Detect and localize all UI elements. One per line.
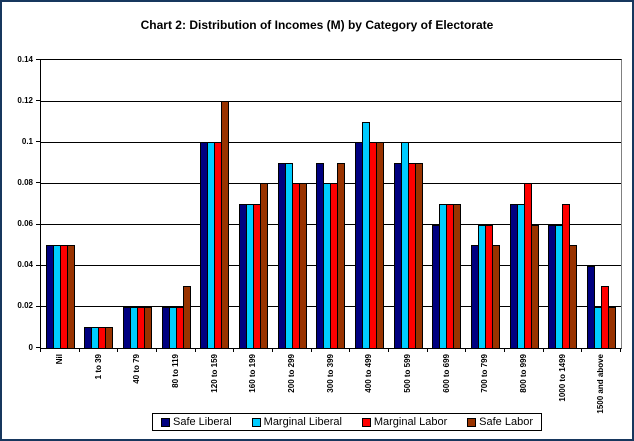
x-axis-tick: [620, 348, 621, 352]
x-axis-tick: [581, 348, 583, 352]
legend-item: Marginal Liberal: [251, 415, 342, 428]
x-axis-tick: [388, 348, 389, 352]
bar: [298, 183, 307, 348]
gridline: [41, 141, 621, 143]
bar: [144, 307, 153, 348]
bar-group: [41, 60, 80, 348]
bar-group: [234, 60, 273, 348]
bar: [569, 245, 578, 348]
bar: [608, 307, 617, 348]
y-axis-tick-label: 0.04: [17, 260, 33, 270]
x-axis-tick: [272, 348, 273, 352]
bar-group: [118, 60, 157, 348]
x-axis-category-label: 300 to 399: [325, 354, 335, 393]
x-axis-category-label: 1500 and above: [596, 354, 606, 414]
bar-group: [196, 60, 235, 348]
y-axis-tick-label: 0: [28, 342, 33, 352]
x-axis-category-label: 400 to 499: [364, 354, 374, 393]
x-axis-tick: [426, 348, 428, 352]
x-axis-category-label: 40 to 79: [132, 354, 142, 384]
bar-group: [544, 60, 583, 348]
y-axis-tick: [36, 59, 40, 60]
legend-label: Safe Labor: [479, 415, 533, 428]
legend-item: Safe Labor: [467, 415, 533, 428]
x-axis-category-label: 200 to 299: [286, 354, 296, 393]
y-axis-tick-label: 0.1: [21, 136, 33, 146]
bar-group: [273, 60, 312, 348]
y-axis-tick: [36, 223, 40, 225]
legend-swatch-icon: [161, 417, 170, 427]
x-axis-category-label: 160 to 199: [248, 354, 258, 393]
x-axis-tick: [233, 348, 235, 352]
legend-label: Marginal Liberal: [263, 415, 342, 428]
gridline: [41, 100, 621, 102]
legend-label: Safe Liberal: [173, 415, 232, 428]
x-axis-category-label: 600 to 699: [441, 354, 451, 393]
y-axis-tick: [36, 182, 40, 184]
legend: Safe Liberal Marginal Liberal Marginal Lab…: [152, 413, 542, 431]
chart-title: Chart 2: Distribution of Incomes (M) by …: [140, 18, 494, 32]
bar: [337, 163, 346, 348]
legend-swatch-icon: [251, 417, 261, 427]
legend-item: Safe Liberal: [161, 415, 232, 428]
y-axis-tick-label: 0.12: [17, 95, 33, 105]
bar: [492, 245, 501, 348]
x-axis-tick: [156, 348, 157, 352]
y-axis-tick-label: 0.14: [17, 54, 33, 64]
legend-item: Marginal Labor: [361, 415, 448, 428]
bar: [530, 225, 539, 348]
bar-group: [466, 60, 505, 348]
y-axis-tick: [36, 100, 40, 102]
x-axis-category-label: 80 to 119: [170, 354, 180, 388]
bar-group: [350, 60, 389, 348]
x-axis-tick: [504, 348, 505, 352]
legend-swatch-icon: [467, 417, 477, 427]
x-axis-tick: [117, 348, 119, 352]
bar-group: [582, 60, 621, 348]
x-axis-category-label: 1000 to 1499: [557, 354, 567, 402]
bar-group: [157, 60, 196, 348]
bar: [260, 183, 269, 348]
bar: [66, 245, 75, 348]
bar: [182, 286, 191, 348]
x-axis-category-label: 1 to 39: [93, 354, 103, 380]
x-axis-category-label: 800 to 999: [518, 354, 528, 393]
x-axis-category-label: 500 to 599: [402, 354, 412, 393]
x-axis-category-label: 700 to 799: [480, 354, 490, 393]
y-axis-tick: [36, 305, 40, 307]
x-axis-tick: [349, 348, 351, 352]
x-axis-category-label: Nil: [54, 354, 64, 365]
legend-swatch-icon: [361, 417, 371, 427]
bar-group: [312, 60, 351, 348]
bar: [414, 163, 423, 348]
bar: [105, 327, 114, 348]
plot-area: [40, 59, 622, 349]
bar-group: [80, 60, 119, 348]
x-axis-tick: [40, 348, 41, 352]
y-axis-tick-label: 0.06: [17, 219, 33, 229]
bar-group: [428, 60, 467, 348]
bar: [221, 101, 230, 348]
x-axis-tick: [194, 348, 196, 352]
x-axis-tick: [465, 348, 467, 352]
x-axis-tick: [78, 348, 80, 352]
bar: [453, 204, 462, 348]
bar: [376, 142, 385, 348]
y-axis-tick-label: 0.02: [17, 301, 33, 311]
y-axis-tick: [36, 347, 40, 348]
y-axis-tick: [36, 141, 40, 143]
bar-group: [505, 60, 544, 348]
x-axis-tick: [310, 348, 312, 352]
legend-label: Marginal Labor: [373, 415, 448, 428]
x-axis-tick: [542, 348, 544, 352]
y-axis-tick: [36, 264, 40, 266]
y-axis-tick-label: 0.08: [17, 177, 33, 187]
x-axis-category-label: 120 to 159: [209, 354, 219, 393]
bar-group: [389, 60, 428, 348]
